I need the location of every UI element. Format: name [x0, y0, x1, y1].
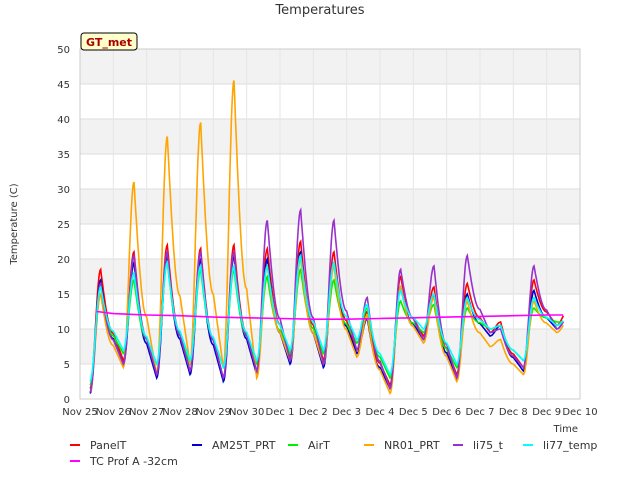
x-tick-label: Dec 9: [532, 407, 561, 418]
plot-frame: [79, 48, 581, 400]
x-tick-label: Dec 2: [299, 407, 328, 418]
y-tick-label: 15: [57, 290, 70, 301]
background-band: [80, 84, 580, 119]
series-lines: [89, 80, 565, 396]
background-band: [80, 154, 580, 189]
y-axis-label: Temperature (C): [9, 183, 20, 265]
x-tick-label: Dec 4: [366, 407, 395, 418]
legend-label: li75_t: [473, 439, 504, 452]
background-band: [80, 364, 580, 399]
x-tick-label: Nov 28: [162, 407, 197, 418]
x-tick-label: Nov 29: [196, 407, 231, 418]
x-tick-label: Nov 30: [229, 407, 264, 418]
x-tick-label: Dec 3: [332, 407, 361, 418]
legend-label: NR01_PRT: [384, 439, 440, 452]
background-band: [80, 49, 580, 84]
series-line-tc-prof-a-32cm: [96, 310, 564, 320]
legend: PanelT AM25T_PRT AirT NR01_PRT li75_t li77_te…: [70, 439, 597, 468]
legend-label: AirT: [308, 439, 330, 452]
y-tick-label: 25: [57, 220, 70, 231]
annotation-text: GT_met: [86, 36, 132, 49]
gt-met-annotation: GT_met: [80, 32, 138, 51]
x-tick-label: Nov 25: [62, 407, 97, 418]
background-band: [80, 329, 580, 364]
y-tick-label: 30: [57, 185, 70, 196]
y-tick-label: 10: [57, 325, 70, 336]
y-axis-ticks: 0 5 10 15 20 25 30 35 40 45 50: [57, 45, 70, 406]
x-axis-label: Time: [553, 424, 578, 435]
x-tick-label: Nov 26: [96, 407, 131, 418]
y-tick-label: 50: [57, 45, 70, 56]
legend-label: AM25T_PRT: [212, 439, 276, 452]
background-band: [80, 119, 580, 154]
y-tick-label: 45: [57, 80, 70, 91]
x-tick-label: Nov 27: [129, 407, 164, 418]
y-tick-label: 0: [64, 395, 70, 406]
y-tick-label: 40: [57, 115, 70, 126]
background-band: [80, 189, 580, 224]
x-tick-label: Dec 8: [499, 407, 528, 418]
chart-title: Temperatures: [274, 3, 364, 18]
y-tick-label: 20: [57, 255, 70, 266]
legend-label: li77_temp: [543, 439, 597, 452]
legend-label: PanelT: [90, 439, 127, 452]
series-line-li77-temp: [89, 253, 564, 382]
x-tick-label: Dec 6: [432, 407, 461, 418]
x-tick-label: Dec 7: [466, 407, 495, 418]
legend-label: TC Prof A -32cm: [89, 455, 178, 468]
x-tick-label: Dec 5: [399, 407, 428, 418]
y-tick-label: 35: [57, 150, 70, 161]
x-tick-label: Dec 1: [266, 407, 295, 418]
x-tick-label: Dec 10: [562, 407, 597, 418]
annotation-badge: [80, 32, 138, 51]
y-tick-label: 5: [64, 360, 70, 371]
